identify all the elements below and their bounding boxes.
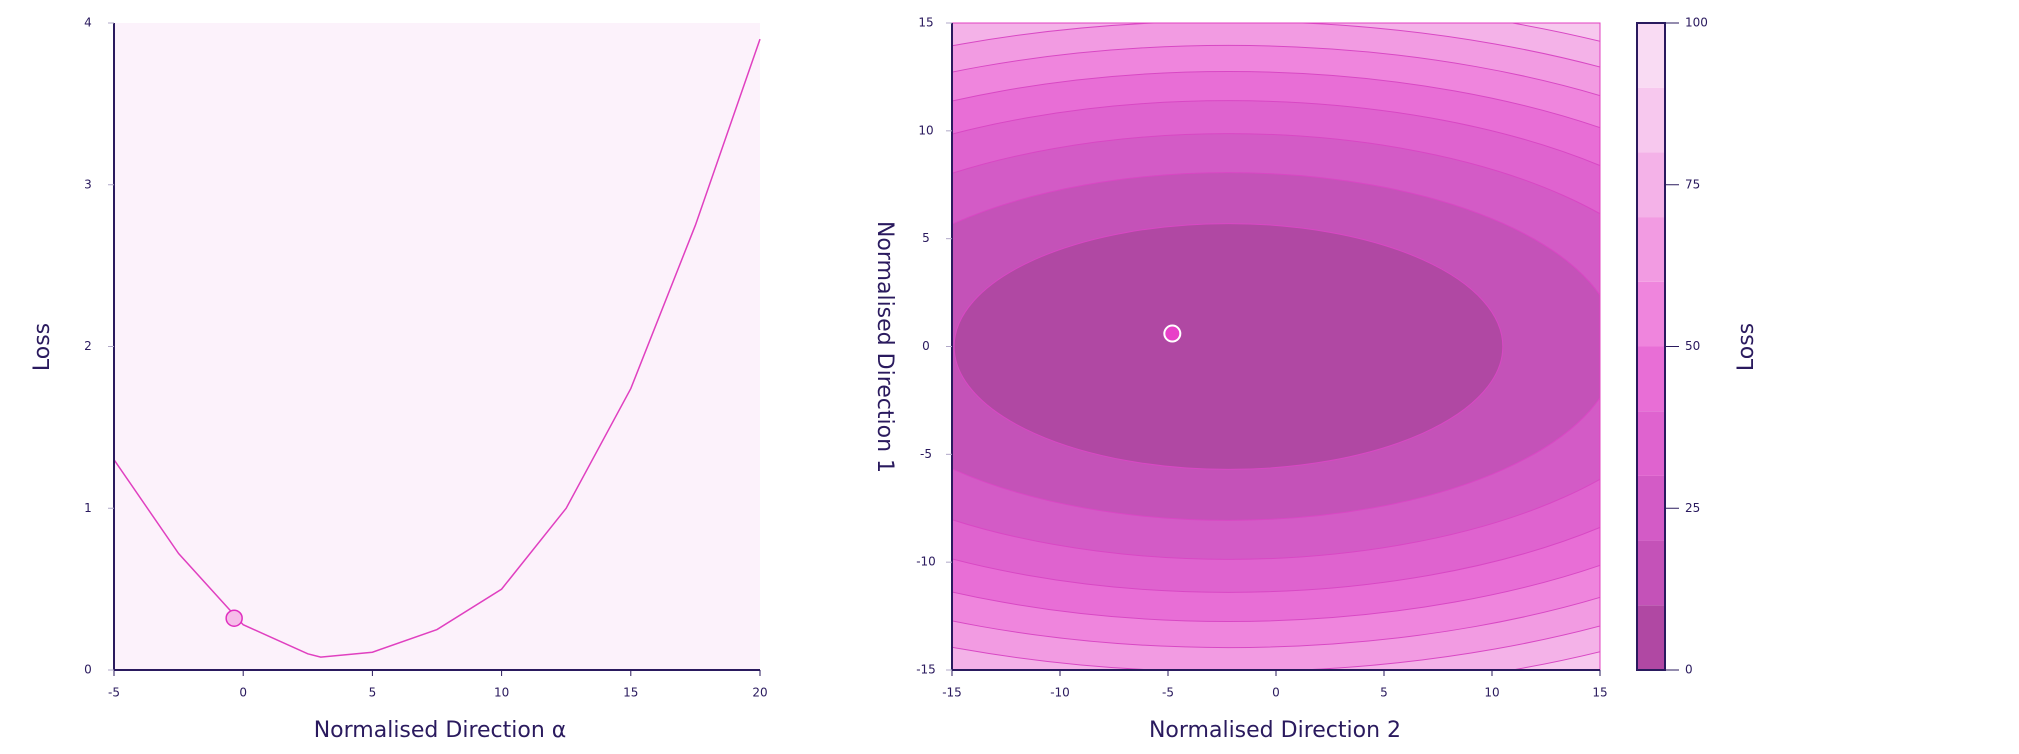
y-tick-label: 10 <box>918 123 933 137</box>
colorbar-tick-label: 25 <box>1685 501 1700 515</box>
x-tick-label: 10 <box>494 686 509 700</box>
x-tick-label: 5 <box>1380 686 1388 700</box>
contour-area <box>952 23 1600 670</box>
x-axis-title: Normalised Direction 2 <box>1149 718 1401 743</box>
colorbar-band <box>1637 87 1665 153</box>
x-tick-label: 15 <box>623 686 638 700</box>
y-tick-label: 2 <box>84 339 92 353</box>
x-tick-label: 5 <box>369 686 377 700</box>
x-tick-label: 0 <box>1272 686 1280 700</box>
x-tick-label: 0 <box>239 686 247 700</box>
y-tick-label: -15 <box>916 663 936 677</box>
colorbar-tick-label: 0 <box>1685 663 1693 677</box>
y-axis-title: Loss <box>30 323 55 371</box>
colorbar-tick-label: 100 <box>1685 16 1708 30</box>
y-tick-label: 0 <box>84 663 92 677</box>
y-tick-label: 0 <box>922 339 930 353</box>
y-tick-label: 15 <box>918 16 933 30</box>
colorbar-band <box>1637 217 1665 282</box>
y-tick-label: -5 <box>920 447 932 461</box>
x-tick-label: 20 <box>752 686 767 700</box>
plot-background <box>114 23 760 670</box>
contour-level <box>953 223 1504 470</box>
colorbar-title: Loss <box>1734 323 1759 371</box>
colorbar-band <box>1637 411 1665 476</box>
y-tick-label: 5 <box>922 231 930 245</box>
x-tick-label: -10 <box>1050 686 1070 700</box>
x-tick-label: 15 <box>1592 686 1607 700</box>
y-tick-label: 1 <box>84 501 92 515</box>
colorbar-band <box>1637 281 1665 347</box>
x-tick-label: -5 <box>108 686 120 700</box>
colorbar-tick-label: 75 <box>1685 177 1700 191</box>
y-tick-label: -10 <box>916 555 936 569</box>
colorbar-band <box>1637 23 1665 88</box>
y-tick-label: 3 <box>84 177 92 191</box>
colorbar-band <box>1637 152 1665 218</box>
x-axis-title: Normalised Direction α <box>314 718 567 743</box>
x-tick-label: 10 <box>1484 686 1499 700</box>
colorbar-band <box>1637 346 1665 412</box>
colorbar-band <box>1637 605 1665 670</box>
x-tick-label: -5 <box>1162 686 1174 700</box>
current-point <box>1163 324 1182 343</box>
y-tick-label: 4 <box>84 16 92 30</box>
colorbar-band <box>1637 540 1665 606</box>
y-axis-title: Normalised Direction 1 <box>872 221 897 473</box>
colorbar-band <box>1637 475 1665 541</box>
current-point <box>225 609 243 627</box>
colorbar-tick-label: 50 <box>1685 339 1700 353</box>
x-tick-label: -15 <box>942 686 962 700</box>
